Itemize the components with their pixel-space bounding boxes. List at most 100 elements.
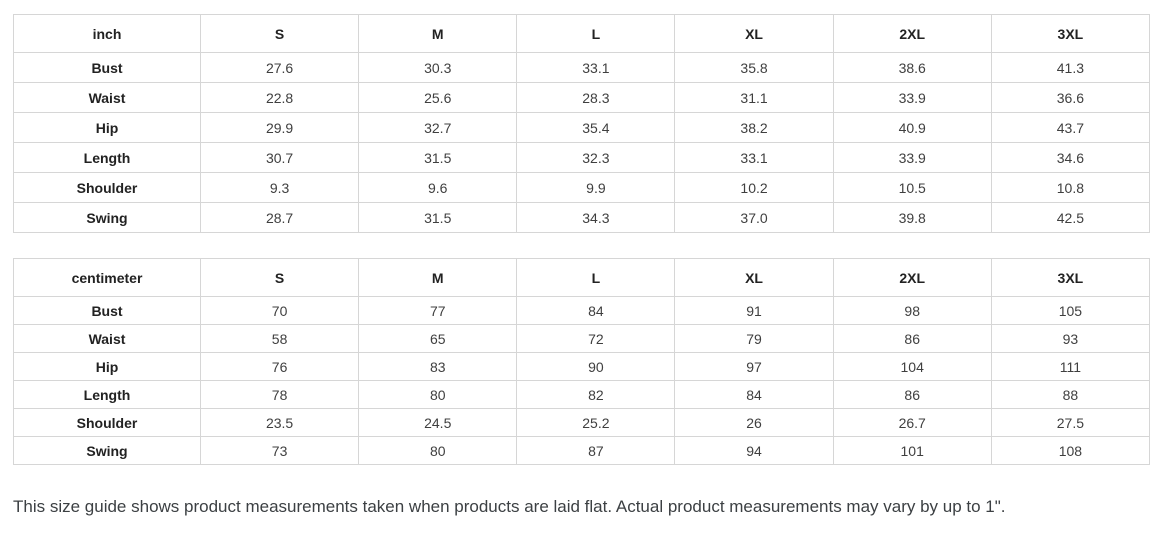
measurement-label: Waist bbox=[13, 82, 201, 113]
measurement-value: 105 bbox=[990, 296, 1151, 325]
measurement-value: 76 bbox=[199, 352, 360, 381]
table-row-length: Length 30.7 31.5 32.3 33.1 33.9 34.6 bbox=[13, 142, 1151, 173]
measurement-value: 98 bbox=[832, 296, 992, 325]
measurement-value: 38.2 bbox=[674, 112, 834, 143]
measurement-value: 35.4 bbox=[516, 112, 676, 143]
measurement-value: 23.5 bbox=[199, 408, 360, 437]
measurement-value: 22.8 bbox=[199, 82, 360, 113]
measurement-value: 65 bbox=[358, 324, 518, 353]
measurement-value: 31.5 bbox=[358, 202, 518, 233]
measurement-value: 40.9 bbox=[832, 112, 992, 143]
unit-header-inch: inch bbox=[13, 14, 201, 53]
size-column-header-s: S bbox=[199, 258, 360, 297]
measurement-value: 58 bbox=[199, 324, 360, 353]
table-row-bust: Bust 70 77 84 91 98 105 bbox=[13, 296, 1151, 325]
size-column-header-xl: XL bbox=[674, 258, 834, 297]
measurement-value: 70 bbox=[199, 296, 360, 325]
measurement-value: 86 bbox=[832, 380, 992, 409]
measurement-value: 25.6 bbox=[358, 82, 518, 113]
table-row-hip: Hip 76 83 90 97 104 111 bbox=[13, 352, 1151, 381]
size-column-header-l: L bbox=[516, 258, 676, 297]
measurement-value: 37.0 bbox=[674, 202, 834, 233]
measurement-value: 87 bbox=[516, 436, 676, 465]
measurement-label: Length bbox=[13, 380, 201, 409]
measurement-value: 79 bbox=[674, 324, 834, 353]
table-row-waist: Waist 58 65 72 79 86 93 bbox=[13, 324, 1151, 353]
measurement-value: 30.3 bbox=[358, 52, 518, 83]
unit-header-centimeter: centimeter bbox=[13, 258, 201, 297]
measurement-value: 82 bbox=[516, 380, 676, 409]
measurement-label: Shoulder bbox=[13, 172, 201, 203]
size-column-header-m: M bbox=[358, 14, 518, 53]
measurement-value: 80 bbox=[358, 380, 518, 409]
size-column-header-2xl: 2XL bbox=[832, 14, 992, 53]
measurement-label: Length bbox=[13, 142, 201, 173]
measurement-value: 94 bbox=[674, 436, 834, 465]
measurement-value: 73 bbox=[199, 436, 360, 465]
measurement-value: 29.9 bbox=[199, 112, 360, 143]
measurement-value: 35.8 bbox=[674, 52, 834, 83]
measurement-label: Swing bbox=[13, 202, 201, 233]
measurement-label: Waist bbox=[13, 324, 201, 353]
size-guide-page: inch S M L XL 2XL 3XL Bust 27.6 30.3 33.… bbox=[13, 14, 1151, 516]
measurement-value: 97 bbox=[674, 352, 834, 381]
measurement-value: 10.5 bbox=[832, 172, 992, 203]
measurement-label: Bust bbox=[13, 52, 201, 83]
size-column-header-l: L bbox=[516, 14, 676, 53]
table-row-waist: Waist 22.8 25.6 28.3 31.1 33.9 36.6 bbox=[13, 82, 1151, 113]
measurement-value: 28.3 bbox=[516, 82, 676, 113]
measurement-value: 77 bbox=[358, 296, 518, 325]
measurement-value: 33.9 bbox=[832, 142, 992, 173]
measurement-value: 88 bbox=[990, 380, 1151, 409]
measurement-value: 84 bbox=[674, 380, 834, 409]
measurement-value: 10.2 bbox=[674, 172, 834, 203]
measurement-value: 31.1 bbox=[674, 82, 834, 113]
measurement-value: 86 bbox=[832, 324, 992, 353]
measurement-value: 36.6 bbox=[990, 82, 1151, 113]
measurement-label: Hip bbox=[13, 112, 201, 143]
measurement-value: 27.5 bbox=[990, 408, 1151, 437]
measurement-value: 28.7 bbox=[199, 202, 360, 233]
measurement-value: 9.3 bbox=[199, 172, 360, 203]
measurement-value: 24.5 bbox=[358, 408, 518, 437]
measurement-value: 108 bbox=[990, 436, 1151, 465]
measurement-value: 41.3 bbox=[990, 52, 1151, 83]
table-row-shoulder: Shoulder 23.5 24.5 25.2 26 26.7 27.5 bbox=[13, 408, 1151, 437]
measurement-value: 33.1 bbox=[516, 52, 676, 83]
measurement-value: 33.1 bbox=[674, 142, 834, 173]
measurement-value: 42.5 bbox=[990, 202, 1151, 233]
measurement-value: 72 bbox=[516, 324, 676, 353]
measurement-value: 101 bbox=[832, 436, 992, 465]
measurement-value: 27.6 bbox=[199, 52, 360, 83]
size-column-header-s: S bbox=[199, 14, 360, 53]
measurement-value: 93 bbox=[990, 324, 1151, 353]
size-column-header-m: M bbox=[358, 258, 518, 297]
measurement-value: 26.7 bbox=[832, 408, 992, 437]
measurement-value: 32.7 bbox=[358, 112, 518, 143]
measurement-label: Hip bbox=[13, 352, 201, 381]
measurement-label: Shoulder bbox=[13, 408, 201, 437]
size-column-header-3xl: 3XL bbox=[990, 14, 1151, 53]
size-column-header-3xl: 3XL bbox=[990, 258, 1151, 297]
measurement-value: 83 bbox=[358, 352, 518, 381]
inch-header-row: inch S M L XL 2XL 3XL bbox=[13, 14, 1151, 53]
measurement-value: 30.7 bbox=[199, 142, 360, 173]
size-guide-note: This size guide shows product measuremen… bbox=[13, 497, 1006, 516]
measurement-value: 80 bbox=[358, 436, 518, 465]
table-row-length: Length 78 80 82 84 86 88 bbox=[13, 380, 1151, 409]
measurement-value: 34.3 bbox=[516, 202, 676, 233]
measurement-value: 90 bbox=[516, 352, 676, 381]
size-column-header-2xl: 2XL bbox=[832, 258, 992, 297]
measurement-value: 25.2 bbox=[516, 408, 676, 437]
measurement-value: 26 bbox=[674, 408, 834, 437]
measurement-value: 31.5 bbox=[358, 142, 518, 173]
measurement-value: 39.8 bbox=[832, 202, 992, 233]
measurement-value: 91 bbox=[674, 296, 834, 325]
measurement-value: 34.6 bbox=[990, 142, 1151, 173]
measurement-value: 111 bbox=[990, 352, 1151, 381]
measurement-value: 38.6 bbox=[832, 52, 992, 83]
table-row-bust: Bust 27.6 30.3 33.1 35.8 38.6 41.3 bbox=[13, 52, 1151, 83]
inch-size-table: inch S M L XL 2XL 3XL Bust 27.6 30.3 33.… bbox=[13, 14, 1151, 233]
measurement-label: Bust bbox=[13, 296, 201, 325]
measurement-value: 9.9 bbox=[516, 172, 676, 203]
